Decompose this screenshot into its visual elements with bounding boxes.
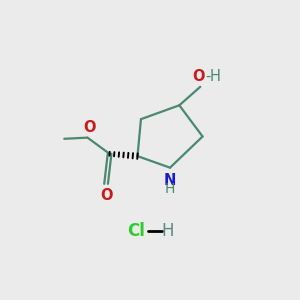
Text: -: - [205, 69, 210, 84]
Text: O: O [100, 188, 112, 202]
Text: H: H [161, 222, 174, 240]
Text: H: H [165, 182, 175, 196]
Text: O: O [83, 120, 96, 135]
Text: H: H [209, 69, 220, 84]
Text: O: O [192, 69, 205, 84]
Text: N: N [164, 173, 176, 188]
Text: Cl: Cl [128, 222, 145, 240]
